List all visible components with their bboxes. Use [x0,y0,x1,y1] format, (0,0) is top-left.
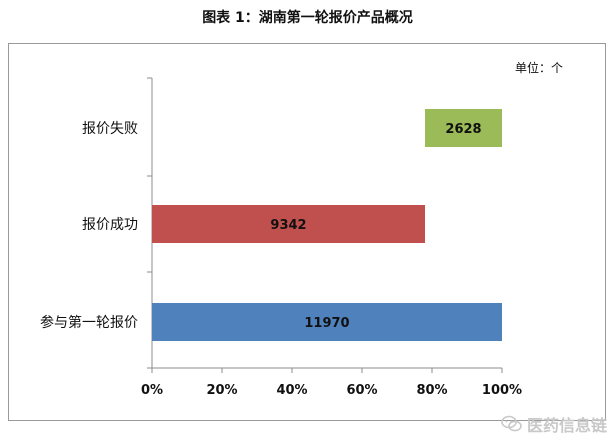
bar [152,303,502,341]
x-tick-label: 100% [482,383,522,398]
bar-value-label: 2628 [445,122,481,137]
x-tick-label: 80% [416,383,447,398]
x-tick-label: 60% [346,383,377,398]
chart-title: 图表 1：湖南第一轮报价产品概况 [202,10,413,26]
wechat-icon [501,415,522,432]
x-tick-label: 40% [276,383,307,398]
bar [425,109,502,147]
unit-label: 单位：个 [514,61,563,75]
x-tick-label: 20% [206,383,237,398]
watermark: 医药信息链 [501,412,607,436]
category-label: 报价成功 [82,217,138,233]
bar-value-label: 11970 [304,316,349,331]
category-label: 报价失败 [82,121,138,137]
bar [152,205,425,243]
watermark-text: 医药信息链 [526,416,607,435]
x-tick-label: 0% [141,383,163,398]
bar-value-label: 9342 [270,218,306,233]
category-label: 参与第一轮报价 [40,314,138,331]
